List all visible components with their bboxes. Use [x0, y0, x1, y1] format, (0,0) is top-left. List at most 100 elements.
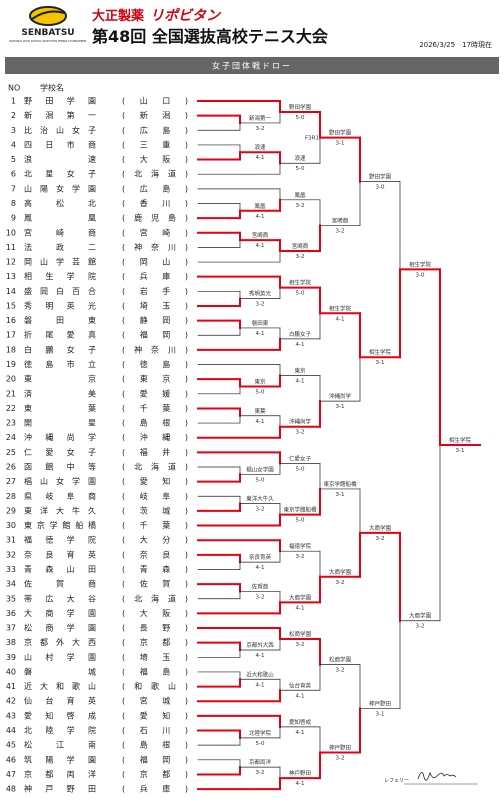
match-score: 3-1 — [376, 712, 385, 718]
team-name: 宮崎商 — [24, 227, 96, 237]
match-winner: 宮崎商 — [292, 242, 309, 250]
team-no: 20 — [6, 375, 16, 384]
match-winner: 相生学院 — [289, 279, 312, 287]
team-no: 44 — [6, 726, 16, 735]
team-name: 松江南 — [24, 740, 96, 750]
brand: リポビタン — [150, 7, 221, 24]
team-pref: (鹿児島) — [122, 213, 188, 223]
match-score: 3-2 — [256, 126, 265, 132]
team-no: 14 — [6, 287, 16, 296]
team-no: 29 — [6, 506, 16, 515]
match-score: 4-1 — [256, 653, 265, 659]
col-name: 学校名 — [40, 83, 64, 93]
team-pref: (埼玉) — [122, 300, 188, 310]
team-pref: (島根) — [122, 418, 188, 428]
team-pref: (北海道) — [122, 593, 188, 603]
match-note: F3R1 — [305, 136, 319, 142]
team-no: 16 — [6, 316, 16, 325]
team-no: 27 — [6, 477, 16, 486]
match-winner: 近大和歌山 — [246, 670, 274, 678]
team-pref: (東京) — [122, 374, 188, 384]
match-score: 3-1 — [336, 492, 345, 498]
team-name: 岡山学芸館 — [24, 257, 96, 267]
match-winner: 東京 — [294, 367, 306, 375]
match-winner: 宮崎商 — [252, 231, 269, 239]
match-winner: 神戸野田 — [289, 769, 311, 777]
match-winner: 椙山女学園 — [246, 465, 274, 473]
match-winner: 沖縄尚学 — [329, 392, 352, 400]
team-name: 県岐阜商 — [24, 491, 96, 501]
team-no: 33 — [6, 565, 16, 574]
team-name: 東葉 — [24, 403, 96, 413]
team-pref: (広島) — [122, 125, 188, 135]
team-pref: (徳島) — [122, 359, 188, 369]
match-score: 3-2 — [376, 536, 385, 542]
team-name: 松商学園 — [24, 623, 96, 633]
team-pref: (愛知) — [122, 476, 188, 486]
match-winner: 神戸野田 — [369, 700, 391, 708]
match-winner: 沖縄尚学 — [289, 418, 312, 426]
match-score: 3-1 — [336, 404, 345, 410]
team-name: 函館中等 — [24, 462, 96, 472]
match-score: 3-0 — [376, 185, 385, 191]
team-pref: (京都) — [122, 770, 188, 779]
team-no: 31 — [6, 536, 16, 545]
match-score: 4-1 — [336, 316, 345, 322]
match-score: 4-1 — [296, 605, 305, 611]
team-name: 相生学院 — [24, 271, 96, 281]
match-score: 3-2 — [256, 507, 265, 513]
match-winner: 北陸学院 — [249, 729, 272, 737]
match-score: 3-2 — [296, 554, 305, 560]
team-no: 36 — [6, 609, 16, 618]
team-name: 鳳凰 — [24, 214, 96, 223]
match-score: 3-2 — [336, 755, 345, 761]
team-pref: (福井) — [122, 447, 188, 457]
match-score: 5-0 — [256, 741, 265, 747]
team-name: 新潟第一 — [24, 110, 96, 120]
match-winner: 相生学院 — [449, 436, 472, 444]
team-no: 39 — [6, 653, 16, 662]
match-score: 3-2 — [336, 228, 345, 234]
team-no: 41 — [6, 682, 16, 691]
team-no: 3 — [11, 126, 16, 135]
match-winner: 宮崎商 — [332, 216, 349, 224]
team-name: 法政二 — [24, 242, 96, 252]
team-no: 10 — [6, 228, 16, 237]
team-no: 37 — [6, 624, 16, 633]
team-name: 青森山田 — [24, 564, 96, 574]
team-name: 盛岡白百合 — [24, 286, 96, 296]
team-pref: (大阪) — [122, 154, 188, 164]
team-name: 沖縄尚学 — [24, 432, 96, 442]
team-pref: (奈良) — [122, 549, 188, 559]
team-name: 奈良育英 — [24, 549, 96, 559]
team-pref: (埼玉) — [122, 652, 188, 662]
team-name: 福徳学院 — [24, 535, 96, 545]
logo-swoosh — [31, 10, 65, 20]
match-winner: 大商学園 — [369, 524, 392, 532]
logo-text: SENBATSU — [21, 28, 74, 38]
team-pref: (福島) — [122, 666, 188, 676]
match-score: 4-1 — [256, 331, 265, 337]
match-score: 4-1 — [296, 730, 305, 736]
match-score: 4-1 — [256, 419, 265, 425]
match-score: 4-1 — [296, 379, 305, 385]
team-no: 12 — [6, 258, 16, 267]
match-winner: 京都外大西 — [246, 641, 274, 649]
match-winner: 大商学園 — [289, 593, 312, 601]
team-name: 帯広大谷 — [24, 593, 96, 603]
team-no: 7 — [11, 184, 16, 193]
team-name: 四日市商 — [24, 139, 96, 149]
match-winner: 相生学院 — [409, 260, 432, 268]
team-no: 9 — [11, 214, 16, 223]
team-no: 38 — [6, 638, 16, 647]
team-name: 神戸野田 — [24, 784, 96, 794]
team-pref: (福岡) — [122, 754, 188, 764]
team-pref: (愛媛) — [122, 388, 188, 398]
match-score: 4-1 — [296, 342, 305, 348]
team-name: 仁愛女子 — [24, 447, 96, 457]
team-pref: (沖縄) — [122, 432, 188, 442]
team-name: 折尾愛真 — [24, 330, 96, 340]
match-score: 3-0 — [416, 272, 425, 278]
